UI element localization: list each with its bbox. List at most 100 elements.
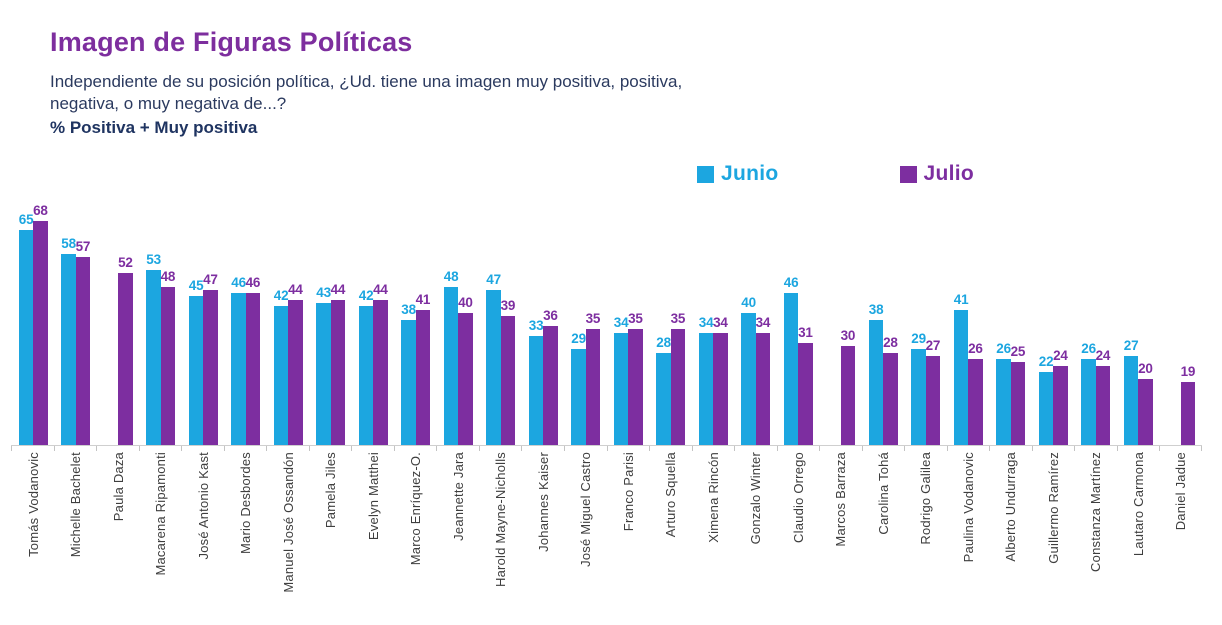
axis-tick <box>521 446 523 451</box>
bar-julio <box>500 316 516 445</box>
value-label-julio: 44 <box>288 282 303 297</box>
bar-junio <box>953 310 969 445</box>
x-label-cell: Tomás Vodanovic <box>12 452 55 622</box>
axis-tick <box>53 446 55 451</box>
bar-group: 58 57 <box>55 215 98 445</box>
value-label-julio: 34 <box>755 315 771 330</box>
bar-group: 33 36 <box>522 215 565 445</box>
subtitle-line-1: Independiente de su posición política, ¿… <box>50 72 683 91</box>
bar-junio <box>316 303 331 445</box>
x-axis-label: Carolina Tohá <box>875 452 891 535</box>
x-axis-label: Franco Parisi <box>620 452 636 532</box>
axis-tick <box>478 446 480 451</box>
bar-julio <box>670 329 686 445</box>
value-label-julio: 35 <box>628 311 643 326</box>
legend-item-julio: Julio <box>899 162 975 186</box>
x-label-cell: Rodrigo Galilea <box>905 452 948 622</box>
bar-julio <box>288 300 303 445</box>
value-label-julio: 57 <box>75 239 91 254</box>
x-label-cell: Lautaro Carmona <box>1117 452 1160 622</box>
axis-tick <box>181 446 183 451</box>
bar-group: 27 20 <box>1117 215 1160 445</box>
value-label-junio: 45 <box>188 278 204 293</box>
bar-julio <box>75 257 91 445</box>
bar-group: 53 48 <box>140 215 183 445</box>
x-axis-label: Alberto Undurraga <box>1003 452 1019 562</box>
bar-group: 65 68 <box>12 203 55 445</box>
x-label-cell: Manuel José Ossandón <box>267 452 310 622</box>
bar-group: 48 40 <box>437 215 480 445</box>
value-label-julio: 26 <box>968 341 983 356</box>
bar-junio <box>783 293 799 445</box>
axis-tick <box>393 446 395 451</box>
x-axis-label: Tomás Vodanovic <box>25 452 41 557</box>
x-label-cell: Ximena Rincón <box>692 452 735 622</box>
page-title: Imagen de Figuras Políticas <box>50 27 413 57</box>
axis-tick <box>989 446 991 451</box>
x-label-cell: Alberto Undurraga <box>990 452 1033 622</box>
x-label-cell: Mario Desbordes <box>225 452 268 622</box>
axis-tick <box>223 446 225 451</box>
axis-tick <box>308 446 310 451</box>
bar-group: 29 35 <box>565 215 608 445</box>
bar-group: 45 47 <box>182 215 225 445</box>
x-axis-label: Johannes Kaiser <box>535 452 551 552</box>
x-axis-label: Marcos Barraza <box>833 452 849 547</box>
x-label-cell: Guillermo Ramírez <box>1032 452 1075 622</box>
bar-junio <box>528 336 544 445</box>
x-axis-label: Rodrigo Galilea <box>918 452 934 545</box>
axis-tick <box>904 446 906 451</box>
bar-group: 34 34 <box>692 215 735 445</box>
value-label-junio: 42 <box>358 288 374 303</box>
bar-junio <box>401 320 416 445</box>
x-axis-label: Marco Enríquez-O. <box>408 452 424 566</box>
x-axis-label: Jeannette Jara <box>450 452 466 541</box>
bar-group: 46 31 <box>777 215 820 445</box>
bar-junio <box>868 320 884 445</box>
axis-tick <box>819 446 821 451</box>
bar-junio <box>486 290 501 445</box>
bar-junio <box>188 296 204 445</box>
bar-julio <box>628 329 643 445</box>
value-label-julio: 41 <box>415 292 431 307</box>
legend-item-junio: Junio <box>697 162 779 186</box>
bar-group: 43 44 <box>310 215 353 445</box>
axis-tick <box>11 446 12 451</box>
x-label-cell: Macarena Ripamonti <box>140 452 183 622</box>
value-label-julio: 20 <box>1138 361 1153 376</box>
value-label-julio: 31 <box>798 325 813 340</box>
bar-junio <box>698 333 714 445</box>
bar-julio <box>585 329 601 445</box>
bar-group: 52 <box>97 215 140 445</box>
value-label-julio: 44 <box>330 282 346 297</box>
axis-tick <box>691 446 693 451</box>
bar-group: 29 27 <box>905 215 948 445</box>
x-axis-label: Paula Daza <box>110 452 126 522</box>
bar-julio <box>798 343 813 445</box>
bar-julio <box>160 287 176 445</box>
chart-legend: Junio Julio <box>697 162 974 186</box>
value-label-junio: 28 <box>656 335 671 350</box>
bar-junio <box>741 313 756 445</box>
value-label-julio: 25 <box>1010 344 1026 359</box>
value-label-julio: 19 <box>1180 364 1196 379</box>
value-label-julio: 48 <box>160 269 176 284</box>
x-label-cell: Harold Mayne-Nicholls <box>480 452 523 622</box>
axis-tick <box>563 446 565 451</box>
x-label-cell: Carolina Tohá <box>862 452 905 622</box>
value-label-julio: 34 <box>713 315 728 330</box>
bar-junio <box>996 359 1011 445</box>
axis-tick <box>606 446 608 451</box>
bar-julio <box>713 333 728 445</box>
value-label-junio: 27 <box>1123 338 1139 353</box>
value-label-junio: 26 <box>1081 341 1096 356</box>
axis-tick <box>861 446 863 451</box>
x-label-cell: Paula Daza <box>97 452 140 622</box>
x-label-cell: Michelle Bachelet <box>55 452 98 622</box>
value-label-junio: 47 <box>486 272 501 287</box>
bar-group: 40 34 <box>735 215 778 445</box>
x-label-cell: Evelyn Matthei <box>352 452 395 622</box>
value-label-julio: 44 <box>373 282 388 297</box>
bar-julio <box>883 353 898 445</box>
x-axis-label: Michelle Bachelet <box>68 452 84 558</box>
